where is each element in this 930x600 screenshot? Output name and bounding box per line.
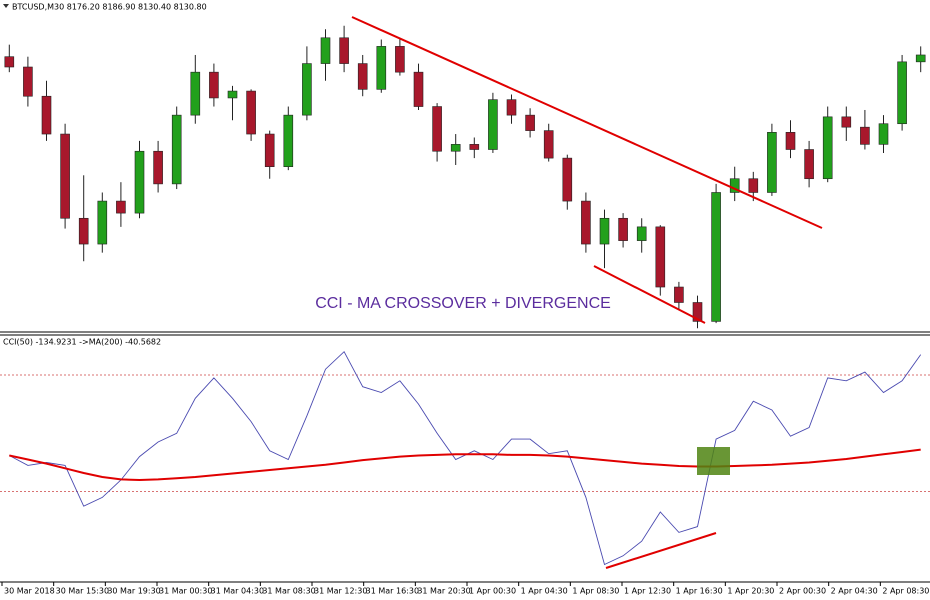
ma-line — [9, 448, 921, 482]
candle-body — [227, 90, 238, 99]
x-tick-label: 1 Apr 04:30 — [521, 587, 568, 596]
price-divergence-line — [593, 265, 706, 324]
candle-body — [432, 106, 442, 152]
candle-body — [785, 132, 796, 150]
candle-body — [320, 37, 331, 64]
candle-body — [395, 46, 405, 73]
crossover-highlight — [697, 447, 730, 475]
candle-body — [599, 217, 610, 245]
candle-body — [209, 71, 219, 99]
candle-body — [860, 126, 870, 145]
x-tick-label: 1 Apr 08:30 — [572, 587, 619, 596]
candle-body — [264, 133, 275, 168]
candle-body — [748, 178, 759, 193]
resistance-trendline — [351, 16, 823, 229]
candle-body — [171, 114, 182, 185]
x-tick-label: 1 Apr 20:30 — [727, 587, 774, 596]
candle-body — [841, 116, 852, 128]
candle-body — [915, 54, 926, 63]
candle-body — [655, 226, 666, 288]
candle-body — [23, 66, 33, 97]
dropdown-icon — [3, 4, 9, 8]
candle-body — [878, 123, 889, 145]
x-tick-label: 1 Apr 12:30 — [624, 587, 671, 596]
candle-body — [246, 90, 256, 135]
x-tick-label: 31 Mar 16:30 — [366, 587, 419, 596]
x-tick-label: 31 Mar 04:30 — [211, 587, 264, 596]
candle-body — [153, 150, 163, 185]
candle-body — [283, 114, 294, 168]
candle-body — [302, 63, 312, 116]
candle-body — [636, 226, 647, 241]
chart-header: BTCUSD,M30 8176.20 8186.90 8130.40 8130.… — [12, 3, 207, 12]
candle-body — [134, 150, 145, 214]
candle-body — [97, 200, 108, 245]
candle-body — [116, 200, 126, 214]
x-tick-label: 31 Mar 08:30 — [262, 587, 315, 596]
candle-body — [357, 63, 368, 90]
candle-body — [729, 178, 740, 193]
x-tick-label: 1 Apr 16:30 — [676, 587, 723, 596]
x-tick-label: 2 Apr 08:30 — [882, 587, 929, 596]
candle-body — [525, 114, 535, 131]
x-tick-label: 30 Mar 19:30 — [107, 587, 160, 596]
candle-body — [618, 217, 628, 241]
candle-body — [78, 217, 89, 245]
candle-body — [711, 192, 721, 322]
candle-body — [581, 200, 591, 245]
x-tick-label: 2 Apr 00:30 — [779, 587, 826, 596]
candle-body — [562, 157, 573, 202]
x-tick-label: 31 Mar 12:30 — [314, 587, 367, 596]
candle-body — [376, 46, 387, 90]
candle-body — [413, 71, 424, 107]
candle-body — [190, 71, 201, 116]
candle-body — [822, 116, 833, 180]
x-tick-label: 30 Mar 15:30 — [56, 587, 109, 596]
annotation: CCI - MA CROSSOVER + DIVERGENCE — [315, 295, 611, 312]
candle-body — [60, 133, 70, 219]
indicator-header: CCI(50) -134.9231 ->MA(200) -40.5682 — [3, 338, 161, 347]
candle-body — [506, 99, 517, 116]
candle-body — [488, 99, 498, 150]
x-tick-label: 1 Apr 00:30 — [469, 587, 516, 596]
cci-divergence-line — [605, 532, 717, 569]
candle-body — [897, 61, 907, 125]
candle-body — [543, 130, 554, 159]
candle-body — [692, 302, 703, 322]
price-panel — [4, 25, 926, 329]
candle-body — [450, 144, 461, 152]
x-tick-label: 31 Mar 00:30 — [159, 587, 212, 596]
x-tick-label: 30 Mar 2018 — [4, 587, 55, 596]
candle-body — [339, 37, 349, 64]
candle-body — [804, 149, 814, 180]
candle-body — [674, 286, 684, 303]
candle-body — [767, 132, 777, 193]
x-tick-label: 31 Mar 20:30 — [417, 587, 470, 596]
x-tick-label: 2 Apr 04:30 — [831, 587, 878, 596]
candle-body — [41, 95, 52, 135]
candle-body — [469, 144, 480, 150]
candle-body — [4, 56, 15, 68]
